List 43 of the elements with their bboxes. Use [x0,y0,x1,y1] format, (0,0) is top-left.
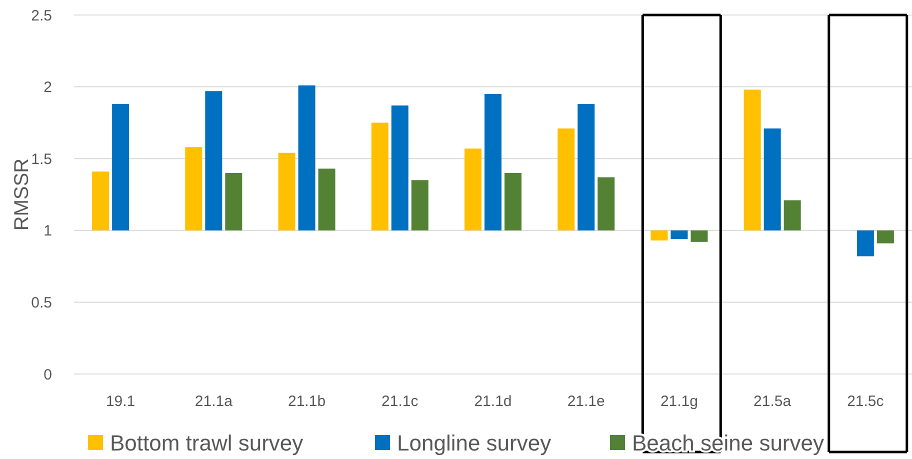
bar [484,94,502,230]
y-tick-label: 2 [44,79,52,96]
x-tick-label: 21.1a [194,393,234,410]
bar [278,152,296,230]
y-axis-title: RMSSR [11,158,33,231]
x-tick-label: 21.1g [660,393,698,410]
bar [371,122,388,230]
bar [185,147,202,230]
bar [876,230,894,244]
y-tick-label: 0.5 [31,294,52,312]
x-tick-label: 19.1 [106,393,136,410]
y-tick-label: 1 [44,222,52,240]
x-tick-label: 21.5c [847,393,884,410]
x-tick-label: 21.1c [382,393,419,410]
bar [690,230,708,242]
y-tick-label: 1.5 [31,150,52,168]
bar [205,91,222,230]
bar [744,90,761,230]
bar [411,180,428,230]
bar [92,172,110,230]
bar [784,200,801,230]
bar [558,128,575,230]
x-tick-label: 21.5a [754,393,792,410]
x-tick-label: 21.1b [288,393,326,410]
legend-label: Bottom trawl survey [110,430,304,456]
bar [298,85,316,230]
bar [225,172,242,230]
bar [464,148,482,230]
bar [578,104,595,230]
bar [856,230,874,256]
y-tick-label: 2.5 [31,7,52,24]
bar [391,105,408,230]
bar [670,230,688,240]
x-tick-label: 21.1e [567,393,605,410]
bar [598,177,615,230]
bar [764,128,781,230]
bar [318,168,336,230]
y-tick-label: 0 [44,366,52,384]
bar [504,172,522,230]
x-tick-label: 21.1d [474,393,512,410]
bar [650,230,668,240]
legend-label: Longline survey [397,430,552,456]
bar [112,104,130,230]
